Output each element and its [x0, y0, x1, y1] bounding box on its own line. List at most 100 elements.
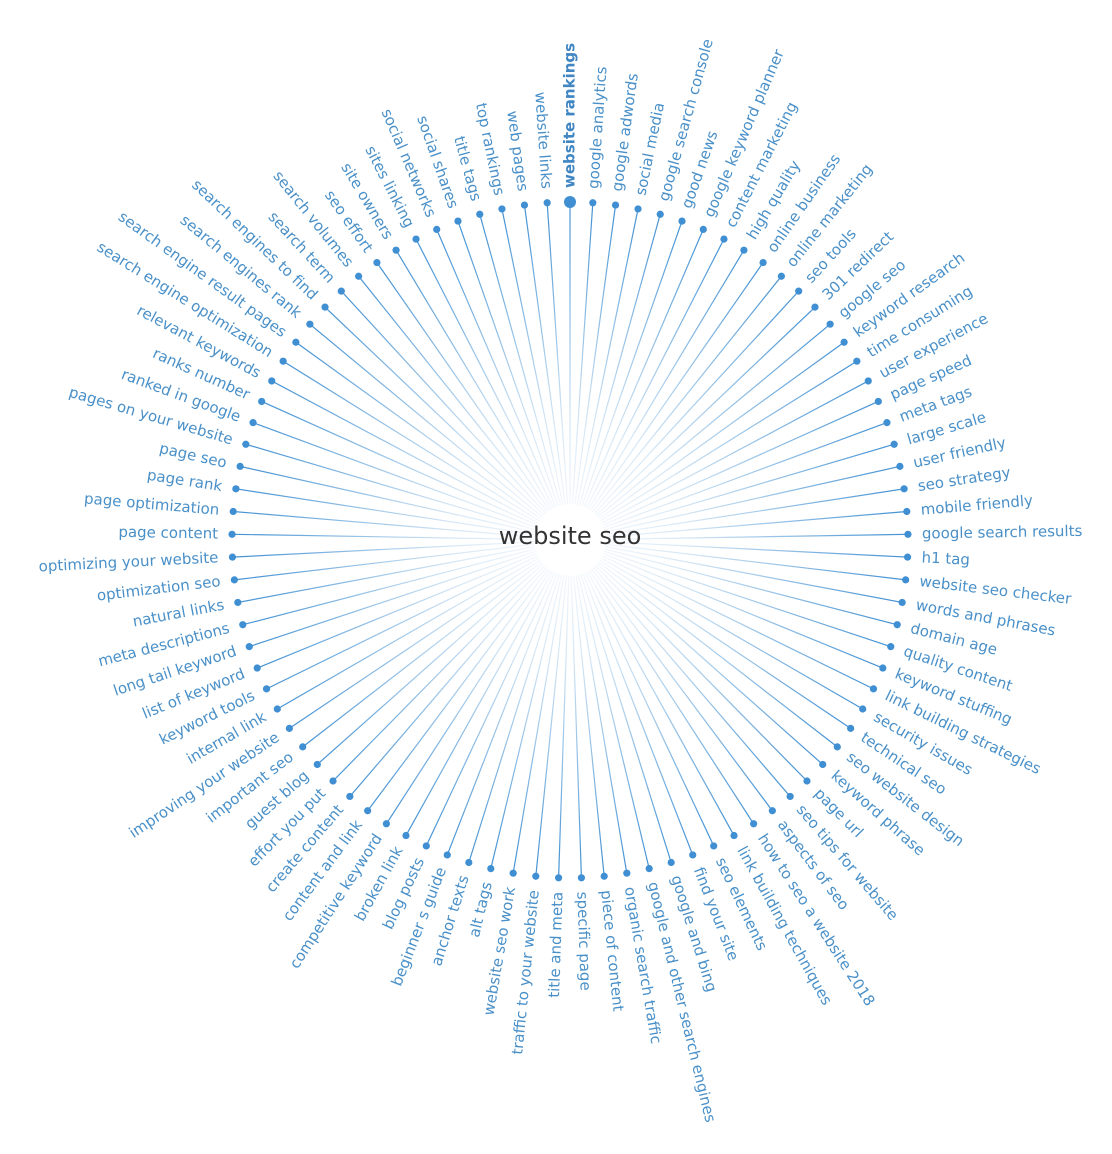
keyword-label[interactable]: google search results — [922, 522, 1083, 543]
keyword-dot[interactable] — [795, 287, 803, 295]
keyword-dot[interactable] — [509, 869, 517, 877]
keyword-label[interactable]: optimizing your website — [38, 548, 219, 575]
keyword-dot[interactable] — [329, 777, 337, 785]
keyword-dot[interactable] — [364, 807, 372, 815]
keyword-label[interactable]: specific page — [573, 891, 594, 990]
keyword-dot[interactable] — [840, 338, 848, 346]
keyword-dot[interactable] — [903, 553, 912, 561]
keyword-dot[interactable] — [392, 246, 400, 254]
keyword-dot[interactable] — [879, 664, 887, 672]
keyword-dot[interactable] — [268, 377, 276, 385]
keyword-dot[interactable] — [890, 440, 898, 448]
keyword-label[interactable]: page rank — [146, 466, 224, 495]
keyword-dot[interactable] — [803, 777, 811, 785]
keyword-dot[interactable] — [853, 357, 861, 365]
highlighted-keyword-dot[interactable] — [564, 196, 576, 208]
keyword-dot[interactable] — [498, 205, 506, 213]
keyword-dot[interactable] — [667, 858, 675, 867]
keyword-dot[interactable] — [786, 792, 794, 801]
keyword-dot[interactable] — [811, 303, 819, 311]
keyword-dot[interactable] — [543, 199, 551, 207]
keyword-dot[interactable] — [433, 225, 441, 233]
keyword-dot[interactable] — [554, 874, 563, 882]
keyword-dot[interactable] — [234, 598, 242, 607]
keyword-dot[interactable] — [355, 272, 363, 280]
keyword-dot[interactable] — [373, 258, 381, 267]
keyword-dot[interactable] — [720, 235, 728, 243]
keyword-dot[interactable] — [239, 621, 247, 629]
keyword-dot[interactable] — [678, 217, 686, 225]
keyword-dot[interactable] — [634, 205, 642, 213]
keyword-dot[interactable] — [228, 553, 237, 561]
keyword-label[interactable]: google analytics — [584, 66, 610, 190]
keyword-dot[interactable] — [382, 820, 390, 828]
keyword-dot[interactable] — [847, 724, 855, 732]
keyword-dot[interactable] — [600, 872, 608, 880]
keyword-dot[interactable] — [904, 530, 912, 538]
keyword-dot[interactable] — [285, 724, 293, 732]
keyword-dot[interactable] — [262, 685, 271, 693]
keyword-dot[interactable] — [750, 820, 758, 828]
keyword-dot[interactable] — [412, 235, 420, 243]
keyword-dot[interactable] — [623, 869, 631, 877]
keyword-dot[interactable] — [883, 419, 891, 427]
keyword-label[interactable]: h1 tag — [921, 548, 970, 568]
keyword-dot[interactable] — [777, 272, 785, 280]
keyword-dot[interactable] — [245, 643, 253, 651]
keyword-dot[interactable] — [520, 201, 529, 209]
keyword-dot[interactable] — [232, 485, 240, 493]
keyword-label[interactable]: website links — [531, 91, 556, 189]
keyword-dot[interactable] — [759, 258, 767, 267]
keyword-dot[interactable] — [699, 225, 707, 233]
keyword-dot[interactable] — [833, 743, 841, 751]
keyword-dot[interactable] — [689, 851, 697, 859]
keyword-dot[interactable] — [422, 842, 430, 850]
keyword-dot[interactable] — [476, 210, 484, 218]
keyword-dot[interactable] — [645, 864, 653, 873]
keyword-dot[interactable] — [454, 217, 462, 225]
keyword-dot[interactable] — [346, 792, 354, 801]
keyword-dot[interactable] — [249, 419, 257, 427]
keyword-dot[interactable] — [730, 831, 738, 840]
keyword-dot[interactable] — [903, 507, 911, 516]
keyword-dot[interactable] — [299, 743, 307, 751]
keyword-label[interactable]: page content — [118, 523, 218, 543]
keyword-dot[interactable] — [898, 598, 906, 607]
keyword-label[interactable]: web pages — [503, 110, 532, 193]
keyword-dot[interactable] — [864, 377, 872, 385]
keyword-dot[interactable] — [443, 851, 451, 859]
keyword-label[interactable]: mobile friendly — [920, 491, 1034, 518]
keyword-dot[interactable] — [768, 807, 776, 815]
keyword-dot[interactable] — [589, 199, 597, 207]
keyword-dot[interactable] — [273, 705, 281, 713]
keyword-label[interactable]: title and meta — [545, 891, 567, 998]
keyword-dot[interactable] — [859, 705, 867, 713]
keyword-dot[interactable] — [313, 760, 321, 769]
keyword-dot[interactable] — [487, 864, 495, 873]
keyword-dot[interactable] — [306, 320, 314, 328]
keyword-dot[interactable] — [228, 530, 236, 538]
keyword-dot[interactable] — [577, 874, 586, 882]
keyword-dot[interactable] — [236, 462, 244, 470]
keyword-dot[interactable] — [321, 303, 329, 311]
keyword-label[interactable]: piece of content — [597, 889, 627, 1012]
keyword-dot[interactable] — [869, 685, 878, 693]
keyword-dot[interactable] — [611, 201, 620, 209]
keyword-dot[interactable] — [740, 246, 748, 254]
keyword-dot[interactable] — [242, 440, 250, 448]
keyword-dot[interactable] — [258, 397, 266, 406]
keyword-label[interactable]: page optimization — [83, 489, 220, 518]
keyword-dot[interactable] — [874, 397, 882, 406]
keyword-dot[interactable] — [656, 210, 664, 218]
keyword-dot[interactable] — [402, 831, 410, 840]
keyword-dot[interactable] — [532, 872, 540, 880]
highlighted-keyword-label[interactable]: website rankings — [561, 43, 579, 188]
keyword-dot[interactable] — [292, 338, 300, 346]
keyword-dot[interactable] — [465, 858, 473, 867]
keyword-dot[interactable] — [896, 462, 904, 470]
keyword-dot[interactable] — [826, 320, 834, 328]
keyword-dot[interactable] — [229, 507, 237, 516]
keyword-dot[interactable] — [893, 621, 901, 629]
keyword-dot[interactable] — [819, 760, 827, 769]
keyword-dot[interactable] — [279, 357, 287, 365]
